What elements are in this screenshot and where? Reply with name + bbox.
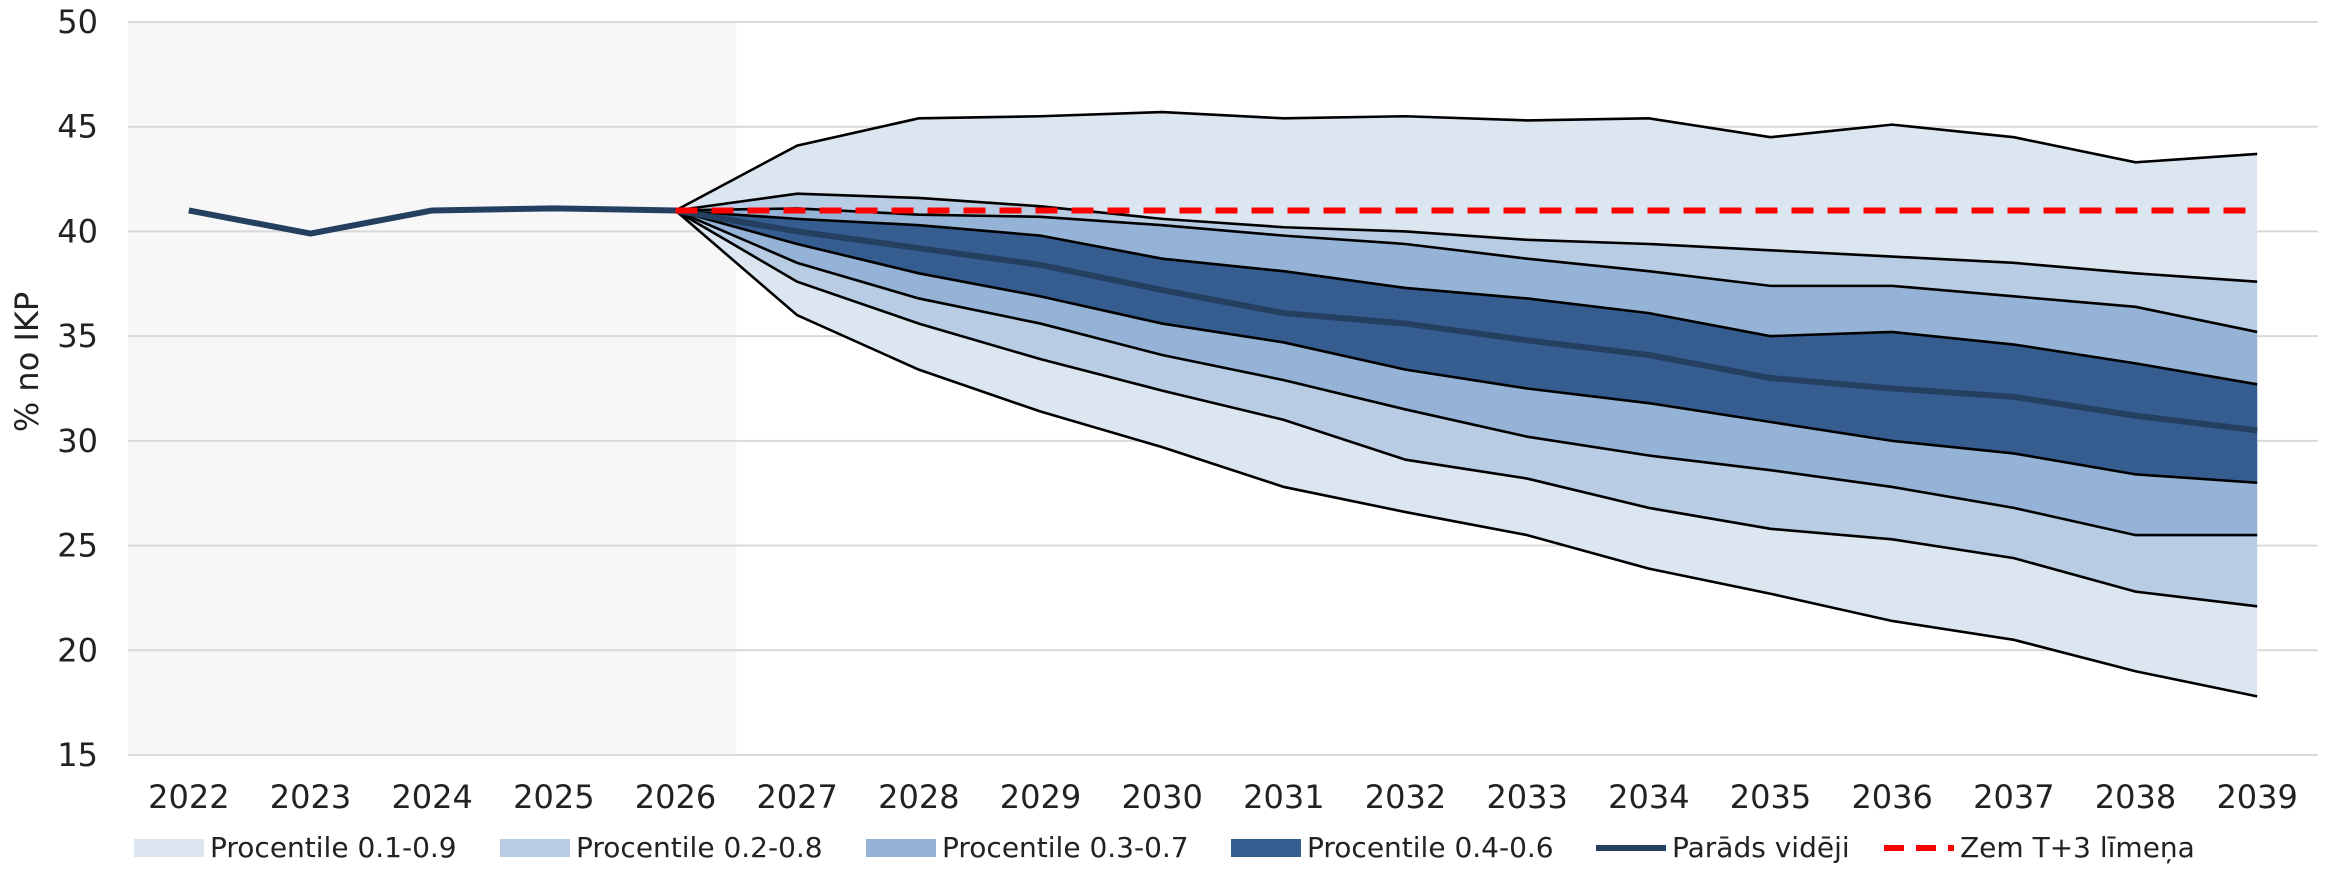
x-tick-label: 2031 — [1243, 778, 1324, 816]
legend: Procentile 0.1-0.9 Procentile 0.2-0.8 Proc… — [134, 831, 2195, 864]
x-tick-label: 2038 — [2095, 778, 2176, 816]
y-tick-label: 35 — [57, 317, 98, 355]
percentile-edges-layer — [674, 110, 2258, 698]
x-tick-label: 2037 — [1973, 778, 2054, 816]
x-tick-label: 2029 — [1000, 778, 1081, 816]
y-tick-label: 40 — [57, 212, 98, 250]
percentile-edge-p20 — [674, 209, 2258, 608]
band-p40-p60 — [675, 210, 2258, 483]
percentile-edge-p10 — [674, 209, 2258, 698]
y-tick-label: 25 — [57, 527, 98, 565]
y-tick-label: 30 — [57, 422, 98, 460]
x-tick-label: 2025 — [513, 778, 594, 816]
percentile-edge-p40 — [675, 209, 2258, 485]
percentile-edge-p30 — [674, 209, 2258, 537]
legend-swatch-1 — [134, 839, 204, 857]
legend-swatch-4 — [1231, 839, 1301, 857]
legend-swatch-2 — [500, 839, 570, 857]
x-tick-label: 2030 — [1121, 778, 1202, 816]
x-tick-label: 2032 — [1365, 778, 1446, 816]
x-tick-label: 2024 — [391, 778, 472, 816]
x-tick-label: 2034 — [1608, 778, 1689, 816]
x-tick-label: 2027 — [756, 778, 837, 816]
percentile-bands-layer — [675, 112, 2258, 697]
legend-swatch-3 — [866, 839, 936, 857]
legend-label-1: Procentile 0.1-0.9 — [210, 831, 457, 864]
x-tick-label: 2028 — [878, 778, 959, 816]
x-tick-label: 2023 — [270, 778, 351, 816]
x-tick-label: 2033 — [1486, 778, 1567, 816]
series-line-median — [188, 205, 2258, 434]
x-tick-label: 2035 — [1730, 778, 1811, 816]
x-tick-label: 2036 — [1851, 778, 1932, 816]
x-tick-label: 2026 — [635, 778, 716, 816]
series-lines-layer — [188, 205, 2258, 434]
y-tick-label: 45 — [57, 108, 98, 146]
x-axis-ticks: 2022 2023 2024 2025 2026 2027 2028 2029 2030 2031… — [148, 778, 2298, 816]
history-shading-layer — [128, 22, 737, 755]
y-axis-ticks: 15 20 25 30 35 40 45 50 — [57, 3, 98, 774]
history-shading — [128, 22, 737, 755]
percentile-edge-p90 — [674, 110, 2258, 212]
percentile-edge-p60 — [675, 209, 2258, 386]
legend-label-3: Procentile 0.3-0.7 — [942, 831, 1189, 864]
percentile-edge-p80 — [675, 192, 2258, 283]
x-tick-label: 2022 — [148, 778, 229, 816]
x-tick-label: 2039 — [2216, 778, 2297, 816]
legend-label-5: Parāds vidēji — [1672, 831, 1850, 864]
y-tick-label: 50 — [57, 3, 98, 41]
legend-label-4: Procentile 0.4-0.6 — [1307, 831, 1554, 864]
legend-label-2: Procentile 0.2-0.8 — [576, 831, 823, 864]
percentile-edge-p70 — [675, 207, 2258, 334]
y-tick-label: 20 — [57, 631, 98, 669]
legend-label-6: Zem T+3 līmeņa — [1960, 831, 2195, 864]
y-tick-label: 15 — [57, 736, 98, 774]
y-axis-label: % no IKP — [8, 292, 46, 432]
